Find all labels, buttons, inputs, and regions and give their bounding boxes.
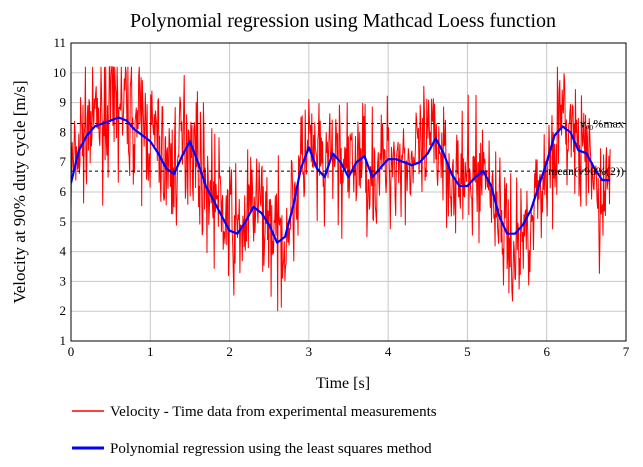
ref-label-0: vₐ₀%max xyxy=(580,116,624,130)
x-tick-label: 4 xyxy=(385,344,392,359)
legend-label-fit: Polynomial regression using the least sq… xyxy=(110,441,432,457)
y-tick-label: 5 xyxy=(60,214,67,229)
y-tick-label: 4 xyxy=(60,244,67,259)
y-tick-label: 6 xyxy=(60,184,67,199)
x-tick-label: 7 xyxy=(623,344,630,359)
y-tick-label: 9 xyxy=(60,95,67,110)
y-tick-label: 1 xyxy=(60,333,67,348)
x-tick-label: 2 xyxy=(226,344,233,359)
series-raw-velocity xyxy=(71,66,611,312)
x-tick-label: 0 xyxy=(68,344,75,359)
ref-label-1: mean(v90%(2)) xyxy=(548,164,624,178)
y-tick-label: 2 xyxy=(60,303,67,318)
y-tick-label: 10 xyxy=(53,65,66,80)
legend-label-raw: Velocity - Time data from experimental m… xyxy=(110,404,437,420)
y-tick-label: 11 xyxy=(53,35,66,50)
x-tick-label: 1 xyxy=(147,344,154,359)
chart-title: Polynomial regression using Mathcad Loes… xyxy=(130,10,556,32)
plot-frame xyxy=(70,42,627,342)
x-tick-label: 6 xyxy=(543,344,550,359)
x-tick-label: 5 xyxy=(464,344,471,359)
y-axis-label: Velocity at 90% duty cycle [m/s] xyxy=(10,80,29,303)
plot-area xyxy=(71,66,626,312)
series-regression-fit xyxy=(71,116,611,244)
y-tick-label: 7 xyxy=(60,154,67,169)
y-tick-label: 8 xyxy=(60,124,67,139)
legend: Velocity - Time data from experimental m… xyxy=(72,404,437,457)
y-tick-label: 3 xyxy=(60,273,67,288)
x-axis-label: Time [s] xyxy=(316,375,370,392)
x-tick-label: 3 xyxy=(306,344,313,359)
